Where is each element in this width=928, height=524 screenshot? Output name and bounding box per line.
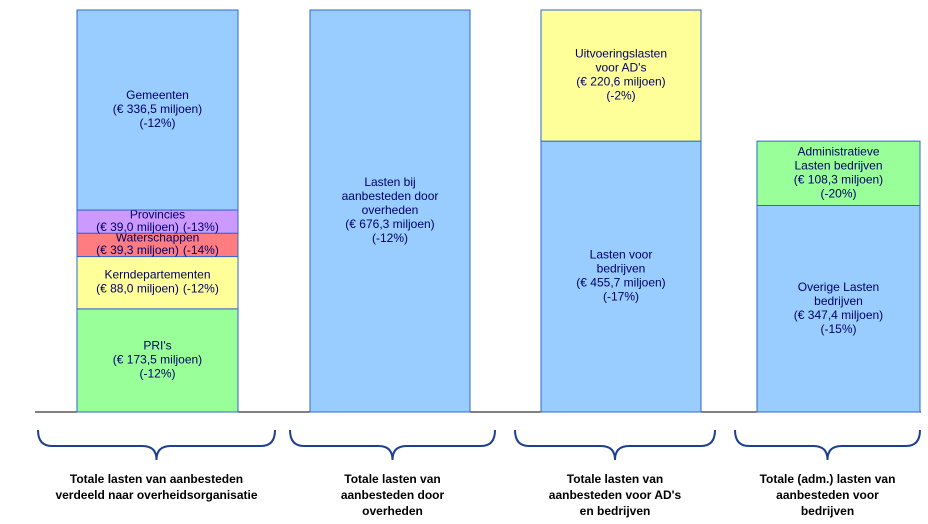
segment-label: Lasten bij — [364, 175, 415, 189]
segment — [309, 9, 471, 413]
brace — [734, 429, 921, 461]
segment-text: (€ 39,3 miljoen) — [96, 243, 179, 257]
segment-text: (-2%) — [606, 89, 635, 103]
segment-text: (-20%) — [820, 186, 856, 200]
segment-text: (€ 220,6 miljoen) — [576, 75, 665, 89]
segment-text: Provincies — [130, 207, 185, 221]
segment-text: Administratieve — [797, 144, 879, 158]
column-label: bedrijven — [801, 504, 854, 518]
column-label: aanbesteden voor — [776, 488, 879, 502]
segment-label: (-12%) — [139, 116, 175, 130]
segment-label: Kerndepartementen — [104, 268, 210, 282]
column-label: verdeeld naar overheidsorganisatie — [55, 488, 257, 502]
column-label: en bedrijven — [580, 504, 651, 518]
column-label: aanbesteden voor AD's — [549, 488, 682, 502]
segment-text: Overige Lasten — [798, 280, 879, 294]
brace — [514, 429, 716, 461]
segment-label: Gemeenten — [126, 88, 189, 102]
segment — [540, 9, 702, 142]
segment-label: Provincies — [130, 207, 185, 221]
segment-label: voor AD's — [596, 61, 647, 75]
segment-label: (€ 39,0 miljoen) (-13%) — [96, 220, 219, 234]
segment-text: Lasten bedrijven — [794, 158, 882, 172]
segment-text: (€ 676,3 miljoen) — [345, 217, 434, 231]
column-label: Totale (adm.) lasten van — [760, 472, 896, 486]
segment — [76, 256, 239, 310]
column-label: overheden — [362, 504, 423, 518]
segment-text: (-12%) — [372, 231, 408, 245]
segment-text: (-14%) — [183, 243, 219, 257]
column-label: Totale lasten van — [567, 472, 663, 486]
segment-text: Kerndepartementen — [104, 268, 210, 282]
segment-text: (-15%) — [820, 322, 856, 336]
segment-label: Lasten bedrijven — [794, 158, 882, 172]
segment — [540, 140, 702, 413]
segment-label: (-20%) — [820, 186, 856, 200]
segment-label: PRI's — [143, 339, 171, 353]
segment — [756, 140, 921, 207]
segment-text: (-17%) — [603, 290, 639, 304]
segment-label: (€ 676,3 miljoen) — [345, 217, 434, 231]
segment-label: Overige Lasten — [798, 280, 879, 294]
segment-text: (€ 455,7 miljoen) — [576, 276, 665, 290]
segment-text: (€ 88,0 miljoen) — [96, 282, 179, 296]
segment-label: overheden — [362, 203, 419, 217]
segment-label: Waterschappen — [116, 231, 200, 245]
brace — [37, 429, 276, 461]
segment-label: bedrijven — [597, 262, 646, 276]
segment-text: Lasten bij — [364, 175, 415, 189]
segment-text: PRI's — [143, 339, 171, 353]
segment-label: (€ 220,6 miljoen) — [576, 75, 665, 89]
segment-label: bedrijven — [814, 294, 863, 308]
segment-label: (€ 336,5 miljoen) — [113, 102, 202, 116]
segment-text: (-12%) — [139, 116, 175, 130]
segment-text: bedrijven — [814, 294, 863, 308]
segment-label: Administratieve — [797, 144, 879, 158]
segment-text: (-12%) — [183, 282, 219, 296]
segment-label: Uitvoeringslasten — [575, 47, 667, 61]
segment-label: (-12%) — [139, 367, 175, 381]
brace — [289, 429, 496, 461]
segment-label: (-17%) — [603, 290, 639, 304]
segment-label: (€ 173,5 miljoen) — [113, 353, 202, 367]
segment-text: (€ 347,4 miljoen) — [794, 308, 883, 322]
segment-text: (-12%) — [139, 367, 175, 381]
column-label: Totale lasten van — [344, 472, 440, 486]
segment — [76, 308, 239, 413]
segment-text: Waterschappen — [116, 231, 200, 245]
segment-text: (-13%) — [183, 220, 219, 234]
segment-text: Gemeenten — [126, 88, 189, 102]
segment-text: (€ 39,0 miljoen) — [96, 220, 179, 234]
segment-label: (€ 108,3 miljoen) — [794, 172, 883, 186]
segment-text: bedrijven — [597, 262, 646, 276]
segment-label: (-2%) — [606, 89, 635, 103]
segment-text: Lasten voor — [590, 248, 653, 262]
segment-label: (€ 455,7 miljoen) — [576, 276, 665, 290]
segment-text: overheden — [362, 203, 419, 217]
segment-text: voor AD's — [596, 61, 647, 75]
segment-label: Lasten voor — [590, 248, 653, 262]
segment-text: (€ 336,5 miljoen) — [113, 102, 202, 116]
segment-label: (€ 88,0 miljoen) (-12%) — [96, 282, 219, 296]
segment-text: Uitvoeringslasten — [575, 47, 667, 61]
segment-text: (€ 173,5 miljoen) — [113, 353, 202, 367]
segment — [76, 9, 239, 211]
segment-label: aanbesteden door — [342, 189, 439, 203]
column-label: Totale lasten van aanbesteden — [70, 472, 243, 486]
segment — [756, 205, 921, 413]
segment-label: (-15%) — [820, 322, 856, 336]
segment-label: (€ 39,3 miljoen) (-14%) — [96, 243, 219, 257]
segment-label: (-12%) — [372, 231, 408, 245]
segment-text: (€ 108,3 miljoen) — [794, 172, 883, 186]
column-label: aanbesteden door — [341, 488, 445, 502]
segment-label: (€ 347,4 miljoen) — [794, 308, 883, 322]
segment-text: aanbesteden door — [342, 189, 439, 203]
